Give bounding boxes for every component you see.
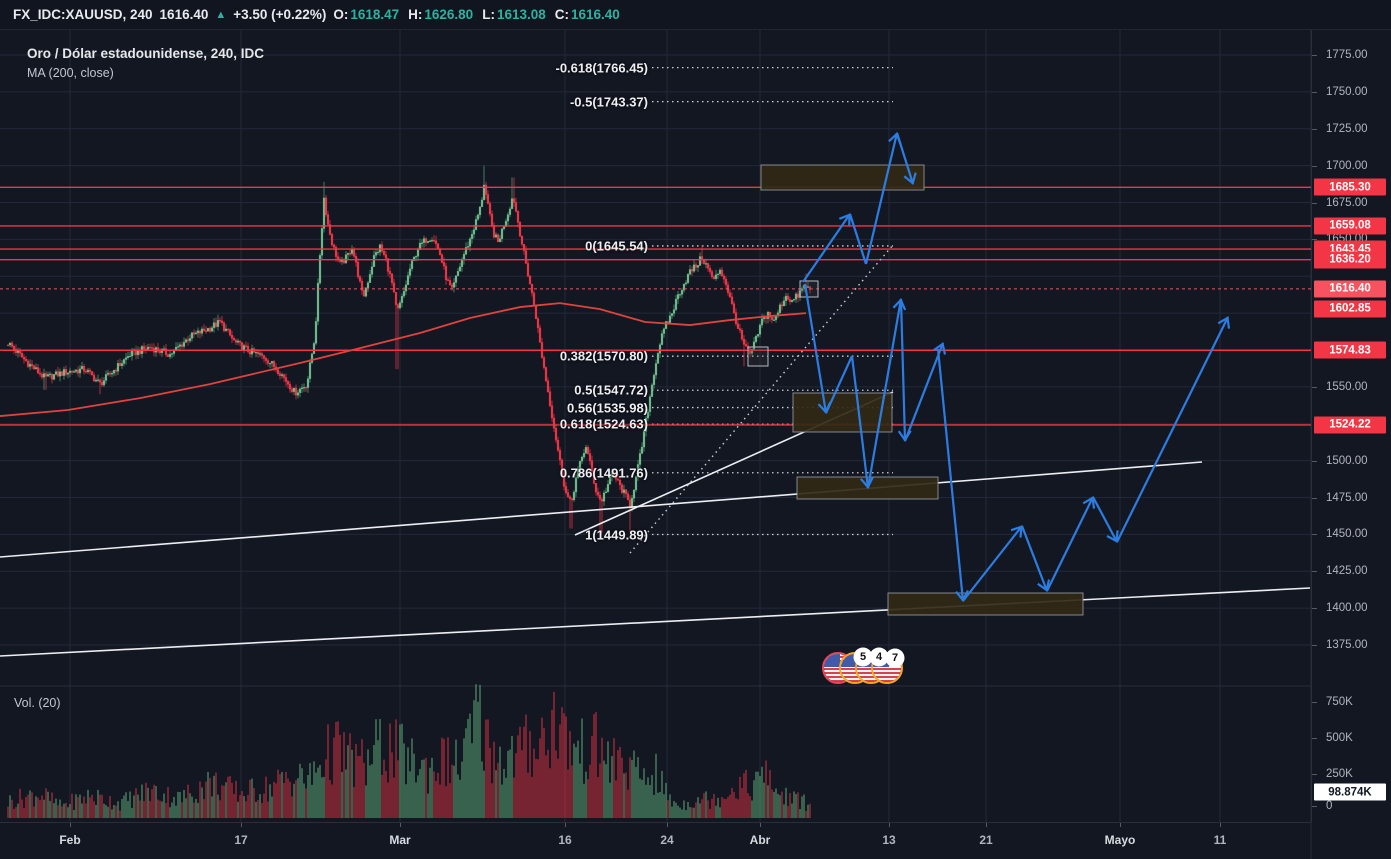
time-tick-label: 13 [882,833,896,847]
projection-arrows[interactable] [802,132,1231,602]
current-volume-label: 98.874K [1314,783,1386,801]
horizontal-price-lines[interactable] [0,186,1311,426]
time-tick-label: 17 [234,833,248,847]
time-tick-label: 21 [979,833,993,847]
fib-level-label: -0.5(1743.37) [569,94,648,110]
trendlines[interactable] [0,244,1311,657]
fibonacci-retracement[interactable] [652,66,893,536]
price-alert-label: 1602.85 [1314,300,1386,318]
price-alert-label: 1685.30 [1314,178,1386,196]
symbol-title[interactable]: FX_IDC:XAUUSD, 240 [13,7,153,22]
legend-ma-indicator[interactable]: MA (200, close) [27,66,114,80]
ma200-line[interactable] [0,302,807,417]
fib-level-label: 0.786(1491.76) [559,465,648,481]
ohlc-pair: H: 1626.80 [408,7,474,22]
time-tick-mark [241,823,242,827]
time-tick-label: Mayo [1104,833,1136,847]
time-tick-mark [1220,823,1221,827]
time-tick-mark [667,823,668,827]
time-tick-label: 16 [558,833,572,847]
price-axis[interactable]: 1775.00 1750.00 1725.00 1700.00 1675.00 1650.… [1311,30,1391,822]
volume-bars-layer [7,684,811,818]
event-flag-ring [871,652,903,684]
price-alert-label: 1636.20 [1314,251,1386,269]
fib-level-label: 1(1449.89) [585,527,648,543]
grid-lines [0,30,1312,859]
fib-level-label: 0.382(1570.80) [559,348,648,364]
current-price-label: 1616.40 [1314,280,1386,298]
flag-canton [824,654,841,667]
time-axis[interactable]: Feb 17 Mar 16 24 Abr 13 21 Mayo 11 [0,822,1311,859]
price-alert-label: 1574.83 [1314,341,1386,359]
price-alert-label: 1659.08 [1314,217,1386,235]
ohlc-values: O: 1618.47 H: 1626.80 L: 1613.08 C: 1616.40 [333,7,620,22]
fib-level-label: 0.618(1524.63) [559,416,648,432]
time-tick-label: Feb [59,833,81,847]
price-alert-label: 1524.22 [1314,416,1386,434]
last-price: 1616.40 [159,7,209,22]
ohlc-pair: O: 1618.47 [333,7,400,22]
time-tick-label: 11 [1213,833,1227,847]
volume-indicator-label[interactable]: Vol. (20) [14,696,61,710]
symbol-info-bar: FX_IDC:XAUUSD, 240 1616.40 ▲ +3.50 (+0.2… [0,0,1391,30]
time-tick-mark [400,823,401,827]
time-tick-label: Abr [749,833,771,847]
price-up-arrow-icon: ▲ [215,8,227,21]
time-tick-mark [70,823,71,827]
chart-legend: Oro / Dólar estadounidense, 240, IDC MA … [27,46,264,80]
time-tick-mark [760,823,761,827]
time-tick-label: 24 [660,833,674,847]
ohlc-pair: C: 1616.40 [554,7,620,22]
flag-canton [841,654,858,667]
candles-layer [6,165,812,533]
event-count-badge[interactable]: 7 [887,650,903,666]
price-change: +3.50 (+0.22%) [233,7,327,22]
ohlc-pair: L: 1613.08 [482,7,546,22]
event-count-badge[interactable]: 5 [855,649,871,665]
time-tick-label: Mar [389,833,411,847]
time-tick-mark [1120,823,1121,827]
time-tick-mark [889,823,890,827]
legend-symbol-title[interactable]: Oro / Dólar estadounidense, 240, IDC [27,46,265,61]
fib-level-label: 0.56(1535.98) [567,400,648,416]
fib-level-label: -0.618(1766.45) [555,60,648,76]
time-tick-mark [565,823,566,827]
fib-level-label: 0.5(1547.72) [574,382,648,398]
event-count-badge[interactable]: 4 [871,649,887,665]
fib-level-label: 0(1645.54) [585,238,648,254]
time-tick-mark [986,823,987,827]
